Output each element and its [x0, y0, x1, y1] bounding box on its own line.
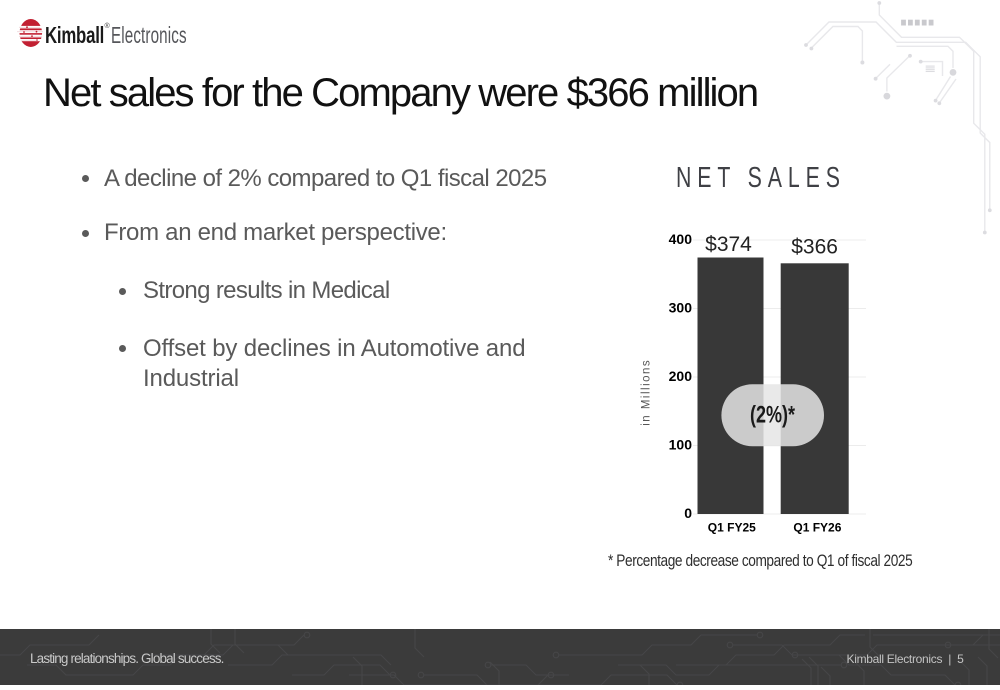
svg-text:Q1 FY25: Q1 FY25	[708, 520, 756, 534]
svg-text:(2%)*: (2%)*	[750, 402, 795, 429]
svg-text:Q1 FY26: Q1 FY26	[793, 520, 841, 534]
svg-text:300: 300	[669, 300, 693, 316]
svg-text:200: 200	[669, 368, 693, 384]
svg-text:0: 0	[684, 505, 692, 521]
svg-text:$374: $374	[705, 233, 752, 256]
svg-text:$366: $366	[791, 236, 838, 259]
svg-text:400: 400	[669, 231, 693, 247]
svg-text:in Millions: in Millions	[641, 359, 653, 426]
svg-text:100: 100	[669, 437, 693, 453]
